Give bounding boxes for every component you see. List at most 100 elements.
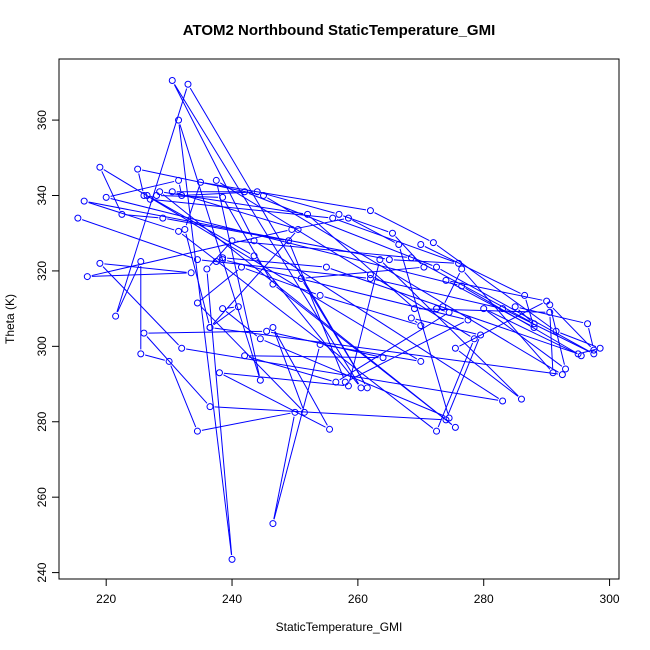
x-tick-label: 240: [222, 592, 242, 606]
data-point: [178, 192, 186, 200]
data-point: [153, 192, 161, 200]
series-segment: [487, 310, 578, 355]
series-segment: [248, 356, 332, 382]
data-point: [156, 188, 164, 196]
data-point: [376, 256, 384, 264]
y-tick-label: 300: [35, 336, 49, 356]
series-segment: [214, 406, 442, 421]
series-segment: [117, 265, 140, 313]
series-segment: [444, 272, 461, 303]
x-tick-label: 260: [348, 592, 368, 606]
series-segment: [393, 259, 455, 264]
series-segment: [525, 299, 534, 324]
data-point: [96, 163, 104, 171]
series-segment: [146, 336, 208, 404]
series-segment: [418, 308, 546, 313]
data-point: [470, 335, 478, 343]
data-point: [253, 188, 261, 196]
data-point: [322, 263, 330, 271]
series-segment: [310, 216, 412, 307]
data-point: [250, 252, 258, 260]
data-point: [480, 305, 488, 313]
series-segment: [170, 365, 197, 428]
data-point: [511, 303, 519, 311]
series-segment: [154, 199, 329, 219]
series-segment: [110, 197, 458, 286]
series-segment: [178, 184, 182, 192]
data-point: [326, 425, 334, 433]
data-point: [83, 273, 91, 281]
data-point: [285, 237, 293, 245]
y-tick-label: 260: [35, 487, 49, 507]
data-point: [269, 520, 277, 528]
data-point: [168, 188, 176, 196]
series-segment: [103, 169, 418, 360]
series-line-group: [81, 84, 597, 555]
series-segment: [374, 212, 430, 242]
series-segment: [236, 240, 407, 258]
data-point: [417, 241, 425, 249]
series-segment: [162, 194, 453, 425]
data-point: [137, 350, 145, 358]
series-segment: [415, 259, 531, 323]
series-segment: [424, 246, 521, 294]
data-point: [159, 214, 167, 222]
data-point: [241, 188, 249, 196]
data-point: [477, 331, 485, 339]
data-point: [433, 427, 441, 435]
series-segment: [104, 263, 187, 273]
series-segment: [174, 84, 360, 385]
data-point: [263, 327, 271, 335]
data-point: [530, 320, 538, 328]
series-segment: [374, 278, 499, 309]
data-point: [596, 344, 604, 352]
data-point: [521, 291, 529, 299]
y-tick-label: 360: [35, 110, 49, 130]
data-point: [562, 365, 570, 373]
data-point: [256, 376, 264, 384]
series-segment: [219, 182, 367, 273]
series-segment: [349, 263, 380, 382]
data-point: [584, 320, 592, 328]
data-point: [332, 378, 340, 386]
data-point: [193, 256, 201, 264]
data-point: [112, 312, 120, 320]
data-point: [577, 352, 585, 360]
y-axis-label: Theta (K): [3, 294, 17, 344]
series-segment: [437, 342, 474, 428]
series-segment: [216, 184, 260, 376]
series-segment: [588, 327, 594, 346]
data-point: [458, 265, 466, 273]
data-point: [499, 305, 507, 313]
series-segment: [176, 192, 294, 229]
series-segment: [415, 318, 477, 335]
data-point: [499, 397, 507, 405]
data-point: [344, 214, 352, 222]
data-point: [543, 297, 551, 305]
data-point: [451, 423, 459, 431]
data-point: [549, 369, 557, 377]
data-point: [219, 305, 227, 313]
data-point: [219, 256, 227, 264]
series-segment: [582, 348, 596, 354]
data-point: [184, 80, 192, 88]
series-segment: [201, 412, 291, 431]
series-segment: [189, 87, 366, 385]
series-segment: [227, 257, 322, 268]
series-segment: [178, 124, 232, 555]
series-segment: [436, 244, 553, 330]
data-point: [517, 395, 525, 403]
data-point: [530, 323, 538, 331]
data-point: [341, 378, 349, 386]
data-point: [433, 263, 441, 271]
series-segment: [274, 331, 304, 409]
data-point: [442, 416, 450, 424]
series-segment: [179, 124, 260, 377]
data-point: [96, 259, 104, 267]
data-point: [379, 354, 387, 362]
data-point: [363, 384, 371, 392]
series-segment: [487, 310, 563, 367]
data-point: [237, 263, 245, 271]
y-tick-label: 320: [35, 261, 49, 281]
